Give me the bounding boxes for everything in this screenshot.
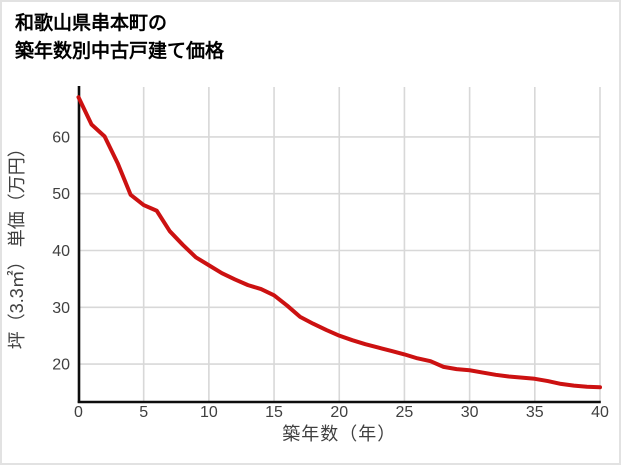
x-tick-label: 5: [139, 404, 148, 421]
x-tick-label: 40: [591, 404, 609, 421]
x-tick-label: 25: [396, 404, 414, 421]
price-line: [76, 95, 602, 390]
chart-title: 和歌山県串本町の 築年数別中古戸建て価格: [15, 10, 224, 66]
x-tick-label: 0: [74, 404, 83, 421]
x-tick-label: 35: [526, 404, 544, 421]
y-axis-title: 坪（3.3㎡） 単価（万円）: [6, 139, 27, 349]
y-tick-label: 50: [52, 186, 70, 203]
chart-title-line1: 和歌山県串本町の: [15, 13, 168, 34]
chart-title-line2: 築年数別中古戸建て価格: [15, 41, 225, 62]
x-axis-title: 築年数（年）: [282, 424, 396, 444]
y-tick-label: 60: [52, 129, 70, 146]
y-tick-label: 30: [52, 300, 70, 317]
y-tick-label: 40: [52, 243, 70, 260]
x-tick-label: 30: [461, 404, 479, 421]
x-tick-label: 20: [330, 404, 348, 421]
x-tick-label: 10: [200, 404, 218, 421]
y-tick-label: 20: [52, 357, 70, 374]
x-tick-label: 15: [265, 404, 283, 421]
